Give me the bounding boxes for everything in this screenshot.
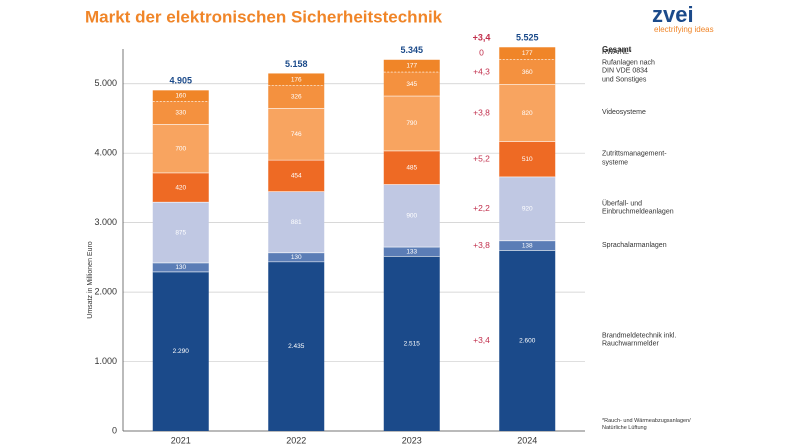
y-tick-label: 5.000 bbox=[94, 78, 117, 88]
value-label: 920 bbox=[522, 206, 533, 213]
legend-title: Gesamt bbox=[602, 45, 632, 54]
tagline: electrifying ideas bbox=[654, 25, 714, 34]
bar-segment bbox=[268, 191, 325, 253]
legend-label: Brandmeldetechnik inkl. Rauchwarnmelder bbox=[602, 332, 677, 348]
bar-segment bbox=[152, 202, 209, 263]
change-label: +2,2 bbox=[473, 203, 490, 213]
bar-segment bbox=[152, 124, 209, 173]
value-label: 820 bbox=[522, 110, 533, 117]
logo: zvei bbox=[652, 2, 694, 27]
chart-title: Markt der elektronischen Sicherheitstech… bbox=[85, 7, 443, 26]
value-label: 700 bbox=[175, 145, 186, 152]
footnote: *Rauch- und Wärmeabzugsanlagen/ Natürlic… bbox=[602, 418, 691, 431]
x-tick-label: 2021 bbox=[171, 435, 191, 445]
bar-segment bbox=[268, 73, 325, 86]
value-label: 454 bbox=[291, 173, 302, 180]
bar-segment bbox=[499, 47, 556, 60]
total-label: 5.345 bbox=[400, 45, 423, 55]
y-tick-label: 0 bbox=[112, 425, 117, 435]
bar-segment bbox=[499, 250, 556, 431]
y-tick-label: 2.000 bbox=[94, 286, 117, 296]
y-axis-label: Umsatz in Millionen Euro bbox=[87, 241, 94, 319]
bar-segment bbox=[383, 96, 440, 151]
bar-segment bbox=[499, 59, 556, 85]
bar-segment bbox=[499, 141, 556, 177]
bar-segment bbox=[152, 101, 209, 125]
value-label: 881 bbox=[291, 219, 302, 226]
y-tick-label: 1.000 bbox=[94, 356, 117, 366]
value-label: 746 bbox=[291, 131, 302, 138]
bar-segment bbox=[499, 176, 556, 241]
bar-segment bbox=[268, 108, 325, 161]
change-label: 0 bbox=[479, 48, 484, 58]
total-label: 4.905 bbox=[169, 76, 192, 86]
x-tick-label: 2023 bbox=[402, 435, 422, 445]
change-total: +3,4 bbox=[473, 33, 491, 43]
value-label: 177 bbox=[522, 50, 533, 57]
value-label: 420 bbox=[175, 184, 186, 191]
value-label: 485 bbox=[406, 164, 417, 171]
value-label: 177 bbox=[406, 63, 417, 70]
total-label: 5.158 bbox=[285, 59, 308, 69]
legend-label: Rufanlagen nach DIN VDE 0834 und Sonstig… bbox=[602, 59, 655, 84]
bar-segment bbox=[268, 261, 325, 431]
value-label: 790 bbox=[406, 120, 417, 127]
change-label: +3,8 bbox=[473, 107, 490, 117]
legend-label: Videosysteme bbox=[602, 108, 646, 116]
value-label: 133 bbox=[406, 248, 417, 255]
bar-segment bbox=[268, 160, 325, 192]
bar-segment bbox=[383, 247, 440, 257]
bar-segment bbox=[152, 172, 209, 203]
bar-segment bbox=[499, 84, 556, 142]
value-label: 160 bbox=[175, 93, 186, 100]
bar-segment bbox=[383, 184, 440, 248]
value-label: 360 bbox=[522, 69, 533, 76]
value-label: 2.435 bbox=[288, 343, 305, 350]
change-label: +4,3 bbox=[473, 66, 490, 76]
legend-label: RWA/NL* bbox=[602, 49, 632, 57]
value-label: 130 bbox=[175, 264, 186, 271]
change-label: +5,2 bbox=[473, 153, 490, 163]
value-label: 2.515 bbox=[404, 340, 421, 347]
bar-segment bbox=[268, 85, 325, 109]
bar-segment bbox=[383, 59, 440, 73]
bar-segment bbox=[152, 262, 209, 272]
change-label: +3,4 bbox=[473, 335, 490, 345]
x-tick-label: 2022 bbox=[286, 435, 306, 445]
x-tick-label: 2024 bbox=[517, 435, 537, 445]
bar-segment bbox=[152, 90, 209, 102]
legend-label: Zutrittsmanagement-systeme bbox=[602, 150, 667, 167]
bar-segment bbox=[383, 72, 440, 97]
value-label: 345 bbox=[406, 81, 417, 88]
legend-label: Überfall- und Einbruchmeldeanlagen bbox=[602, 200, 674, 216]
value-label: 330 bbox=[175, 110, 186, 117]
total-label: 5.525 bbox=[516, 33, 539, 43]
value-label: 875 bbox=[175, 229, 186, 236]
value-label: 2.600 bbox=[519, 337, 536, 344]
y-tick-label: 3.000 bbox=[94, 217, 117, 227]
value-label: 138 bbox=[522, 242, 533, 249]
bar-segment bbox=[152, 271, 209, 431]
bar-segment bbox=[499, 240, 556, 251]
change-label: +3,8 bbox=[473, 240, 490, 250]
bar-segment bbox=[383, 150, 440, 185]
y-tick-label: 4.000 bbox=[94, 148, 117, 158]
legend-label: Sprachalarmanlagen bbox=[602, 241, 667, 249]
value-label: 510 bbox=[522, 156, 533, 163]
bar-segment bbox=[383, 256, 440, 431]
bar-segment bbox=[268, 252, 325, 262]
value-label: 2.290 bbox=[173, 348, 190, 355]
value-label: 326 bbox=[291, 94, 302, 101]
value-label: 130 bbox=[291, 254, 302, 261]
value-label: 900 bbox=[406, 213, 417, 220]
value-label: 176 bbox=[291, 76, 302, 83]
